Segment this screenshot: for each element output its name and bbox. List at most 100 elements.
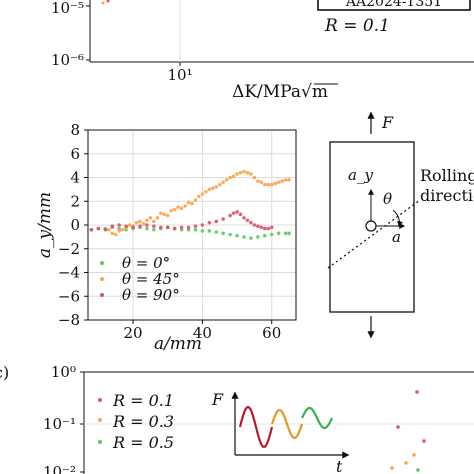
specimen-schematic: F a_y θ a Rolling direction bbox=[327, 111, 474, 339]
panel-a-ytick-1: 10⁻⁵ bbox=[51, 0, 84, 17]
data-point-series-1 bbox=[249, 172, 253, 176]
legend-label: θ = 90° bbox=[122, 286, 180, 304]
chart-data-points bbox=[89, 169, 291, 240]
data-point-series-1 bbox=[148, 216, 153, 220]
panel-c-label: c) bbox=[0, 363, 9, 382]
data-point-series-2 bbox=[269, 225, 274, 230]
data-point-series-2 bbox=[103, 227, 108, 232]
data-point-series-1 bbox=[162, 212, 167, 217]
panel-c-data-point bbox=[422, 439, 426, 443]
data-point-series-0 bbox=[249, 236, 253, 240]
data-point-series-1 bbox=[242, 169, 246, 174]
legend-label-r01: R = 0.1 bbox=[112, 391, 174, 410]
legend-marker bbox=[100, 293, 104, 297]
a-label: a bbox=[392, 228, 401, 246]
legend-label: θ = 0° bbox=[122, 254, 170, 272]
data-point-series-2 bbox=[235, 210, 239, 214]
panel-a-data-point bbox=[101, 1, 105, 5]
legend-label: θ = 45° bbox=[122, 270, 180, 288]
data-point-series-2 bbox=[249, 220, 253, 225]
data-point-series-0 bbox=[145, 226, 149, 231]
panel-a-xtick: 10¹ bbox=[167, 66, 192, 84]
data-point-series-1 bbox=[145, 218, 149, 223]
data-point-series-1 bbox=[141, 222, 146, 226]
inset-t-label: t bbox=[336, 457, 343, 474]
y-tick-label: 6 bbox=[70, 145, 80, 163]
data-point-series-1 bbox=[217, 182, 222, 187]
data-point-series-1 bbox=[165, 213, 170, 218]
panel-a-data-point bbox=[106, 0, 110, 3]
panel-c-ytick-1: 10⁰ bbox=[51, 363, 76, 381]
data-point-series-1 bbox=[211, 186, 215, 190]
data-point-series-0 bbox=[269, 232, 274, 237]
data-point-series-1 bbox=[273, 181, 278, 186]
data-point-series-2 bbox=[186, 225, 191, 230]
material-label: AA2024-T351 bbox=[345, 0, 442, 10]
theta-arc bbox=[392, 209, 403, 228]
data-point-series-2 bbox=[200, 223, 205, 227]
data-point-series-2 bbox=[152, 224, 156, 228]
data-point-series-1 bbox=[127, 223, 132, 227]
data-point-series-0 bbox=[214, 230, 219, 234]
data-point-series-1 bbox=[159, 211, 163, 215]
data-point-series-2 bbox=[231, 211, 236, 215]
x-tick-label: 20 bbox=[124, 324, 143, 342]
data-point-series-1 bbox=[245, 170, 250, 175]
rolling-label: Rolling bbox=[420, 166, 474, 185]
data-point-series-1 bbox=[283, 178, 288, 182]
data-point-series-1 bbox=[276, 180, 281, 185]
material-label-box bbox=[317, 0, 471, 11]
data-point-series-1 bbox=[183, 204, 187, 208]
legend-marker bbox=[100, 277, 104, 281]
data-point-series-1 bbox=[134, 220, 139, 225]
data-point-series-1 bbox=[107, 227, 111, 232]
panel-c: c) 10⁰ 10⁻¹ 10⁻² R = 0.1 R = 0.3 R = 0.5… bbox=[0, 363, 474, 474]
data-point-series-1 bbox=[179, 206, 184, 211]
legend-marker-r05 bbox=[98, 440, 102, 444]
data-point-series-0 bbox=[283, 231, 288, 236]
data-point-series-1 bbox=[238, 170, 243, 175]
data-point-series-1 bbox=[152, 219, 156, 224]
r-ratio-label: R = 0.1 bbox=[324, 16, 390, 36]
data-point-series-2 bbox=[124, 224, 128, 228]
data-point-series-0 bbox=[287, 231, 291, 236]
y-tick-label: −8 bbox=[58, 311, 80, 329]
y-tick-label: −6 bbox=[58, 287, 80, 305]
data-point-series-2 bbox=[214, 219, 219, 224]
data-point-series-2 bbox=[245, 218, 250, 223]
data-point-series-1 bbox=[172, 207, 177, 212]
force-label-top: F bbox=[381, 113, 394, 132]
data-point-series-1 bbox=[155, 216, 160, 220]
data-point-series-1 bbox=[200, 192, 205, 196]
data-point-series-0 bbox=[221, 231, 225, 236]
load-wave-r05 bbox=[301, 406, 334, 430]
data-point-series-1 bbox=[214, 185, 219, 189]
data-point-series-2 bbox=[145, 223, 149, 227]
data-point-series-1 bbox=[204, 189, 208, 194]
x-tick-label: 40 bbox=[193, 324, 212, 342]
data-point-series-1 bbox=[169, 208, 173, 213]
data-point-series-2 bbox=[256, 224, 260, 228]
theta-label: θ bbox=[383, 190, 392, 208]
panel-c-ytick-2: 10⁻¹ bbox=[43, 415, 76, 433]
y-tick-label: 0 bbox=[70, 216, 80, 234]
data-point-series-0 bbox=[256, 235, 260, 239]
panel-c-ytick-3: 10⁻² bbox=[43, 463, 76, 474]
data-point-series-2 bbox=[263, 226, 267, 231]
y-tick-label: 4 bbox=[70, 169, 80, 187]
panel-c-data-point bbox=[416, 468, 420, 472]
panel-a: 10⁻⁵ 10⁻⁶ 10¹ AA2024-T351 R = 0.1 ΔK/MPa… bbox=[51, 0, 474, 102]
x-axis-label: a/mm bbox=[154, 334, 202, 354]
data-point-series-2 bbox=[238, 212, 243, 217]
data-point-series-2 bbox=[96, 226, 101, 231]
legend-label-r05: R = 0.5 bbox=[112, 433, 174, 452]
data-point-series-2 bbox=[252, 223, 257, 227]
legend-marker-r03 bbox=[98, 418, 102, 422]
inset-f-label: F bbox=[211, 390, 224, 409]
data-point-series-0 bbox=[228, 232, 232, 237]
legend-marker bbox=[100, 261, 104, 265]
data-point-series-1 bbox=[252, 175, 257, 180]
y-tick-label: 2 bbox=[70, 192, 80, 210]
